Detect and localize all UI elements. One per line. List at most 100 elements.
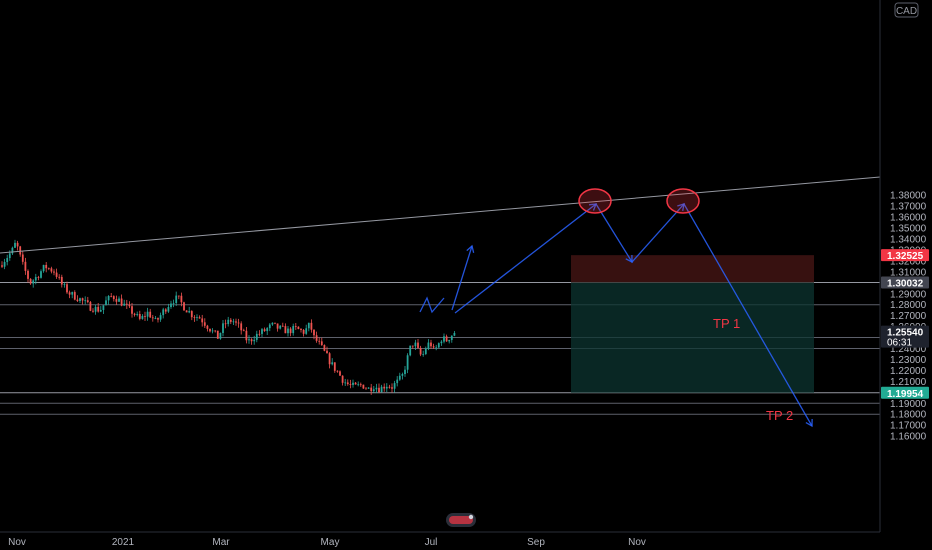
x-tick-label: 2021 <box>112 537 135 548</box>
candle <box>305 324 308 335</box>
candle <box>50 266 53 274</box>
candle <box>357 381 360 387</box>
candle <box>391 383 393 393</box>
candle <box>16 240 19 251</box>
tradingview-logo-icon[interactable] <box>446 513 476 527</box>
candle <box>443 333 445 344</box>
x-tick-label: Sep <box>527 537 545 548</box>
arrow-head-icon <box>466 244 475 253</box>
candle <box>177 295 180 300</box>
candles <box>1 239 456 395</box>
candle <box>112 295 115 302</box>
candle <box>328 352 331 369</box>
candle <box>99 306 102 313</box>
candle <box>37 275 40 281</box>
candle <box>81 297 84 305</box>
candle <box>271 322 274 326</box>
y-tick-label: 1.18000 <box>890 410 927 421</box>
candle <box>281 322 284 327</box>
candle <box>235 318 237 326</box>
candle <box>245 326 248 344</box>
candle <box>287 325 289 337</box>
candle <box>154 315 157 320</box>
candle <box>313 329 315 340</box>
candle <box>430 339 432 349</box>
candle <box>94 304 97 315</box>
candle <box>133 312 136 317</box>
candle <box>193 315 196 322</box>
candle <box>203 318 206 328</box>
reward-zone[interactable] <box>571 282 814 393</box>
candle <box>201 314 204 327</box>
y-tick-label: 1.22000 <box>890 366 927 377</box>
candle <box>1 261 3 269</box>
candle <box>292 323 295 336</box>
candle <box>307 322 310 332</box>
candle <box>183 301 185 311</box>
countdown-label: 06:31 <box>887 338 912 349</box>
candle <box>274 322 276 325</box>
risk-zone[interactable] <box>571 255 814 283</box>
y-tick-label: 1.24000 <box>890 344 927 355</box>
candle <box>24 257 27 275</box>
currency-badge[interactable]: CAD <box>894 2 919 18</box>
y-tick-label: 1.37000 <box>890 202 927 213</box>
candle <box>331 358 334 366</box>
y-tick-label: 1.19000 <box>890 399 927 410</box>
candle <box>63 282 66 288</box>
candle <box>40 269 42 279</box>
candle <box>211 328 214 334</box>
highlight-circle[interactable] <box>666 188 700 214</box>
candle <box>11 246 14 255</box>
trend-line[interactable] <box>0 176 881 254</box>
candle <box>209 328 211 333</box>
projection-arrows[interactable] <box>419 202 813 428</box>
candle <box>380 384 383 393</box>
candle <box>151 314 154 322</box>
candle <box>53 269 55 276</box>
arrow-head-icon <box>625 254 633 264</box>
candle <box>227 316 230 327</box>
svg-text:1.19954: 1.19954 <box>887 389 924 400</box>
candle <box>404 365 406 377</box>
highlight-circles[interactable] <box>578 188 700 214</box>
candle <box>138 310 141 321</box>
candle <box>157 317 159 323</box>
y-tick-label: 1.29000 <box>890 289 927 300</box>
candle <box>419 345 422 357</box>
highlight-circle[interactable] <box>578 188 612 214</box>
candle <box>105 296 107 306</box>
candle <box>341 375 344 386</box>
candle <box>445 334 448 342</box>
y-tick-label: 1.16000 <box>890 432 927 443</box>
candle <box>300 328 302 333</box>
candle <box>253 335 256 345</box>
candle <box>21 251 24 265</box>
candle <box>346 379 349 386</box>
arrow-head-icon <box>588 203 597 211</box>
candle <box>279 325 282 330</box>
time-axis[interactable]: Nov 2021 Mar May Jul Sep Nov <box>0 531 880 548</box>
price-axis[interactable]: 1.380001.370001.360001.350001.340001.330… <box>879 0 927 532</box>
candle <box>409 345 412 357</box>
y-tick-label: 1.36000 <box>890 213 927 224</box>
candle <box>42 264 45 273</box>
candle <box>131 303 133 318</box>
candle <box>388 384 391 389</box>
zigzag-path[interactable] <box>419 296 445 314</box>
candle <box>354 381 357 385</box>
candle <box>219 332 222 340</box>
short-up-arrow[interactable] <box>451 245 473 311</box>
candle <box>424 346 427 356</box>
candle <box>110 293 113 298</box>
x-tick-label: May <box>321 537 340 548</box>
candle <box>266 327 269 336</box>
candle <box>427 339 430 351</box>
candle <box>268 323 271 332</box>
candle <box>149 308 152 318</box>
y-tick-label: 1.28000 <box>890 300 927 311</box>
candle <box>294 322 297 330</box>
candle <box>344 378 347 386</box>
